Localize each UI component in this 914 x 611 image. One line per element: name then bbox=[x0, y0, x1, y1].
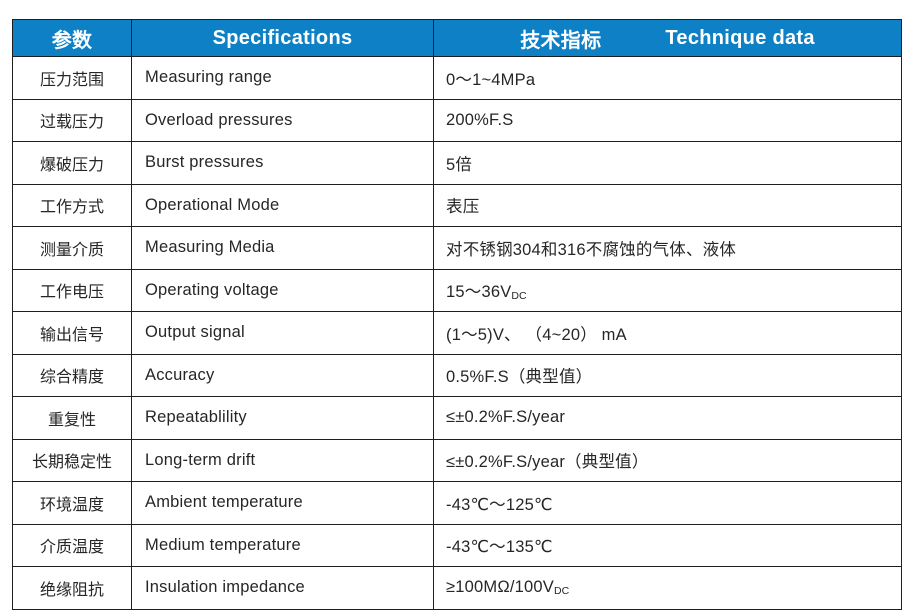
spec-cell: Repeatablility bbox=[131, 396, 434, 440]
value-text: 0.5%F.S（典型值） bbox=[446, 368, 593, 387]
spec-cell: Long-term drift bbox=[131, 438, 434, 482]
table-row: 爆破压力 Burst pressures 5倍 bbox=[12, 141, 902, 185]
value-text: -43℃～135℃ bbox=[446, 538, 553, 557]
param-cell: 工作方式 bbox=[12, 183, 132, 227]
value-cell: 200%F.S bbox=[433, 98, 902, 142]
table-body: 压力范围 Measuring range 0～1~4MPa 过载压力 Overload … bbox=[12, 56, 902, 610]
spec-cell: Measuring range bbox=[131, 56, 434, 100]
table-row: 过载压力 Overload pressures 200%F.S bbox=[12, 98, 902, 142]
value-cell: 0.5%F.S（典型值） bbox=[433, 353, 902, 397]
value-cell: 0～1~4MPa bbox=[433, 56, 902, 100]
value-text: -43℃～125℃ bbox=[446, 495, 553, 514]
technique-header-en: Technique data bbox=[665, 26, 815, 49]
value-text: 对不锈钢304和316不腐蚀的气体、液体 bbox=[446, 240, 737, 259]
table-row: 环境温度 Ambient temperature -43℃～125℃ bbox=[12, 481, 902, 525]
value-cell: 对不锈钢304和316不腐蚀的气体、液体 bbox=[433, 226, 902, 270]
param-cell: 爆破压力 bbox=[12, 141, 132, 185]
param-cell: 重复性 bbox=[12, 396, 132, 440]
spec-table-container: 参数 Specifications 技术指标 Technique data 压力… bbox=[12, 19, 902, 610]
value-cell: ≤±0.2%F.S/year（典型值） bbox=[433, 438, 902, 482]
value-cell: 表压 bbox=[433, 183, 902, 227]
spec-cell: Measuring Media bbox=[131, 226, 434, 270]
table-row: 压力范围 Measuring range 0～1~4MPa bbox=[12, 56, 902, 100]
table-row: 输出信号 Output signal (1～5)V、 （4~20） mA bbox=[12, 311, 902, 355]
spec-cell: Burst pressures bbox=[131, 141, 434, 185]
table-row: 长期稳定性 Long-term drift ≤±0.2%F.S/year（典型值） bbox=[12, 438, 902, 482]
value-text: (1～5)V、 （4~20） mA bbox=[446, 325, 627, 344]
param-cell: 长期稳定性 bbox=[12, 438, 132, 482]
table-row: 绝缘阻抗 Insulation impedance ≥100MΩ/100VDC bbox=[12, 566, 902, 610]
value-cell: 5倍 bbox=[433, 141, 902, 185]
technique-header-group: 技术指标 Technique data bbox=[435, 24, 901, 53]
spec-cell: Output signal bbox=[131, 311, 434, 355]
table-row: 综合精度 Accuracy 0.5%F.S（典型值） bbox=[12, 353, 902, 397]
value-text: 200%F.S bbox=[446, 110, 514, 129]
param-cell: 压力范围 bbox=[12, 56, 132, 100]
value-cell: -43℃～135℃ bbox=[433, 523, 902, 567]
value-text: 0～1~4MPa bbox=[446, 70, 536, 89]
table-row: 重复性 Repeatablility ≤±0.2%F.S/year bbox=[12, 396, 902, 440]
param-cell: 过载压力 bbox=[12, 98, 132, 142]
spec-cell: Ambient temperature bbox=[131, 481, 434, 525]
param-cell: 环境温度 bbox=[12, 481, 132, 525]
table-row: 工作电压 Operating voltage 15～36VDC bbox=[12, 268, 902, 312]
spec-cell: Medium temperature bbox=[131, 523, 434, 567]
value-cell: 15～36VDC bbox=[433, 268, 902, 312]
spec-cell: Overload pressures bbox=[131, 98, 434, 142]
spec-cell: Operating voltage bbox=[131, 268, 434, 312]
spec-cell: Accuracy bbox=[131, 353, 434, 397]
value-cell: -43℃～125℃ bbox=[433, 481, 902, 525]
param-cell: 工作电压 bbox=[12, 268, 132, 312]
value-cell: (1～5)V、 （4~20） mA bbox=[433, 311, 902, 355]
header-cell-specifications: Specifications bbox=[131, 19, 434, 57]
param-cell: 介质温度 bbox=[12, 523, 132, 567]
header-cell-param: 参数 bbox=[12, 19, 132, 57]
param-cell: 绝缘阻抗 bbox=[12, 566, 132, 610]
spec-cell: Operational Mode bbox=[131, 183, 434, 227]
spec-cell: Insulation impedance bbox=[131, 566, 434, 610]
value-text: ≤±0.2%F.S/year（典型值） bbox=[446, 453, 649, 472]
value-cell: ≤±0.2%F.S/year bbox=[433, 396, 902, 440]
spec-table: 参数 Specifications 技术指标 Technique data 压力… bbox=[12, 19, 902, 610]
param-cell: 输出信号 bbox=[12, 311, 132, 355]
param-cell: 测量介质 bbox=[12, 226, 132, 270]
value-text: 5倍 bbox=[446, 155, 473, 174]
table-row: 介质温度 Medium temperature -43℃～135℃ bbox=[12, 523, 902, 567]
table-row: 测量介质 Measuring Media 对不锈钢304和316不腐蚀的气体、液体 bbox=[12, 226, 902, 270]
param-cell: 综合精度 bbox=[12, 353, 132, 397]
table-row: 工作方式 Operational Mode 表压 bbox=[12, 183, 902, 227]
value-text: ≥100MΩ/100V bbox=[446, 578, 554, 597]
value-text: 15～36V bbox=[446, 283, 512, 302]
header-cell-technique: 技术指标 Technique data bbox=[433, 19, 902, 57]
value-text: 表压 bbox=[446, 198, 480, 217]
value-text: ≤±0.2%F.S/year bbox=[446, 408, 566, 427]
value-subscript: DC bbox=[511, 290, 527, 303]
value-cell: ≥100MΩ/100VDC bbox=[433, 566, 902, 610]
value-subscript: DC bbox=[553, 585, 570, 598]
technique-header-zh: 技术指标 bbox=[520, 29, 602, 52]
header-row: 参数 Specifications 技术指标 Technique data bbox=[12, 19, 902, 57]
